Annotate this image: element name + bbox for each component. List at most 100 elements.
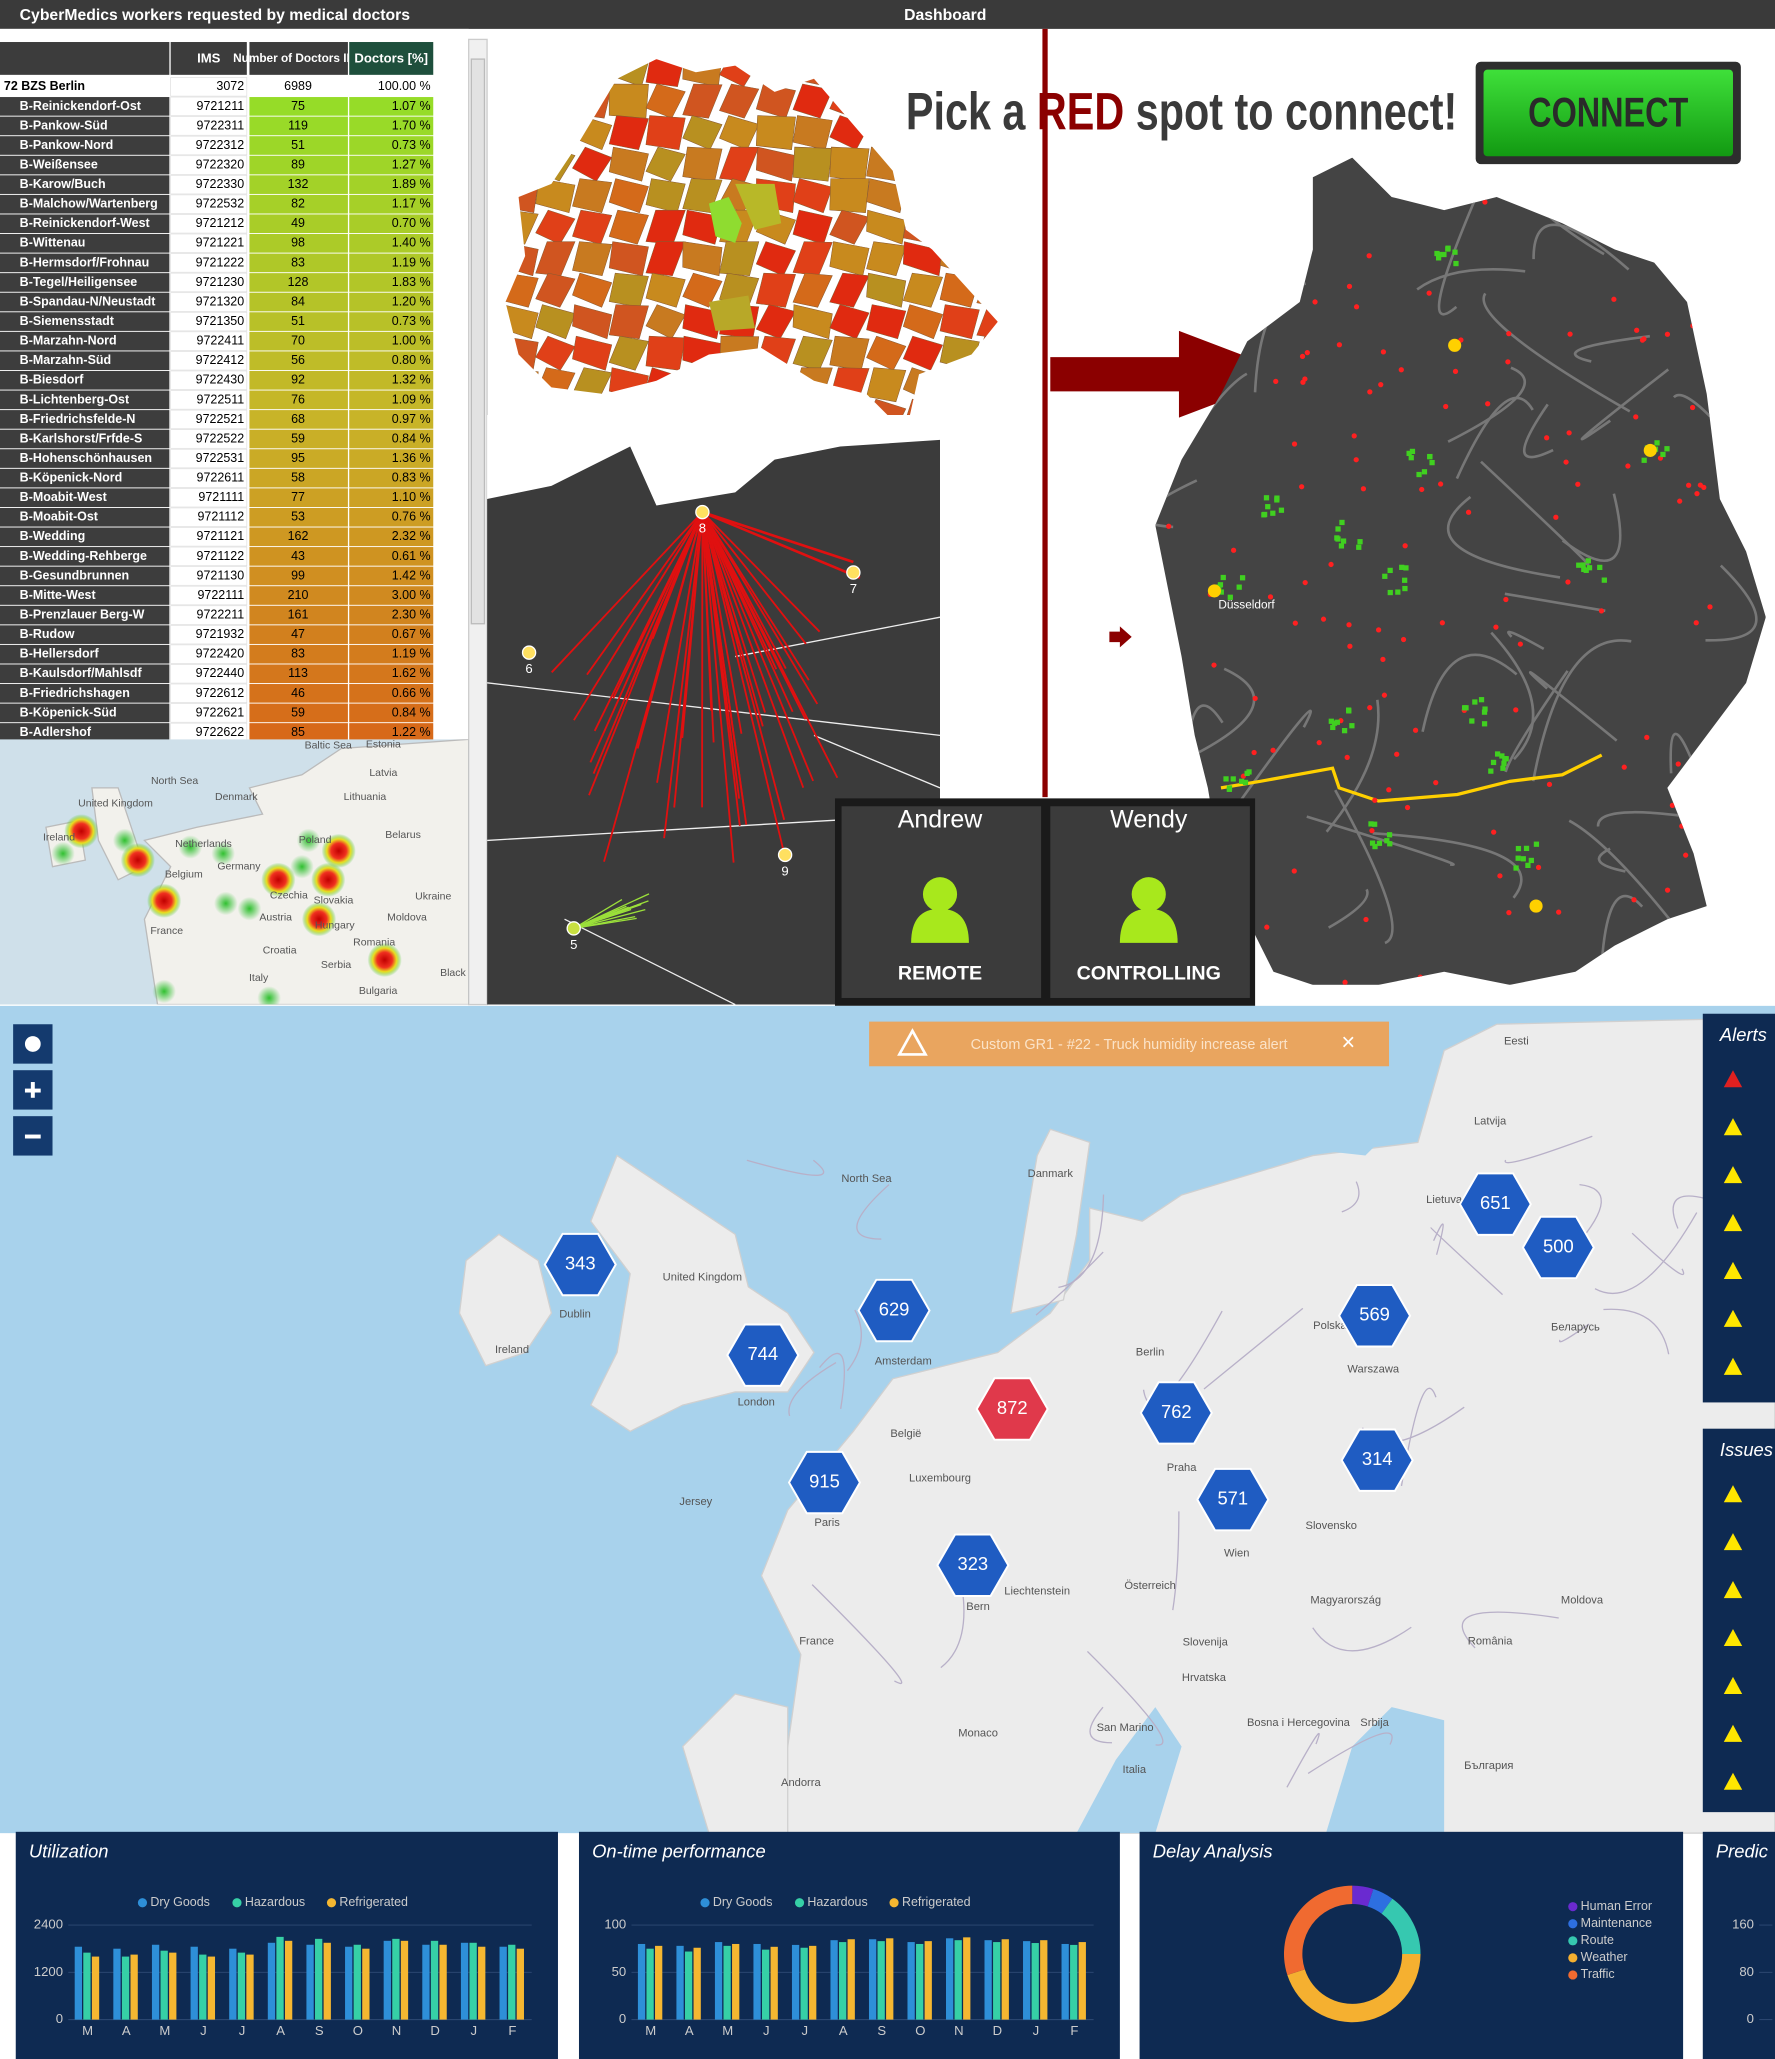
red-spot[interactable] [1693,620,1699,626]
red-spot[interactable] [1575,481,1581,487]
red-spot[interactable] [1631,897,1637,903]
cluster-label[interactable]: 323 [958,1553,989,1574]
red-spot[interactable] [1748,373,1754,379]
red-spot[interactable] [1748,312,1754,318]
red-spot[interactable] [1506,331,1512,337]
cluster-label[interactable]: 569 [1359,1304,1390,1325]
red-spot[interactable] [1320,616,1327,622]
red-spot[interactable] [1229,320,1235,326]
red-spot[interactable] [1566,430,1572,436]
red-spot[interactable] [1386,787,1392,793]
red-spot[interactable] [1697,482,1704,488]
cluster-label[interactable]: 500 [1543,1235,1574,1256]
red-spot[interactable] [1336,342,1343,348]
red-spot[interactable] [1503,596,1509,603]
red-spot[interactable] [1251,749,1257,756]
red-spot[interactable] [1567,331,1573,337]
red-spot[interactable] [1281,215,1287,221]
red-spot[interactable] [1252,695,1258,701]
red-spot[interactable] [1694,490,1700,497]
cluster[interactable] [936,1533,1010,1597]
red-spot[interactable] [1644,734,1650,741]
red-spot[interactable] [1452,368,1459,374]
red-spot[interactable] [1198,418,1204,424]
cluster[interactable] [1521,1215,1595,1280]
red-spot[interactable] [1302,376,1308,382]
red-spot[interactable] [1398,367,1404,373]
red-spot[interactable] [1556,909,1562,915]
red-spot[interactable] [1302,579,1308,586]
red-spot[interactable] [1707,168,1713,174]
red-spot[interactable] [1353,304,1360,310]
red-spot[interactable] [1266,310,1272,316]
red-spot[interactable] [1598,608,1605,614]
cluster[interactable] [1340,1428,1414,1492]
red-spot[interactable] [1756,354,1762,360]
red-spot[interactable] [1465,509,1472,515]
cluster-label[interactable]: 629 [879,1298,910,1319]
red-spot[interactable] [1563,459,1569,465]
cluster[interactable] [1196,1467,1270,1532]
red-spot[interactable] [1299,484,1305,490]
red-spot[interactable] [1380,349,1387,355]
red-spot[interactable] [1223,257,1229,264]
red-spot[interactable] [1291,441,1298,447]
red-spot[interactable] [1211,662,1217,668]
red-spot[interactable] [1679,933,1685,940]
red-spot[interactable] [1426,290,1432,296]
cluster-label[interactable]: 915 [809,1470,840,1491]
red-spot[interactable] [1344,754,1350,760]
red-spot[interactable] [1686,482,1692,488]
red-spot[interactable] [1172,272,1178,279]
red-spot[interactable] [1677,498,1683,504]
red-spot[interactable] [1419,486,1425,493]
red-spot[interactable] [1351,433,1357,439]
red-spot[interactable] [1553,514,1559,520]
cluster-label[interactable]: 571 [1217,1487,1248,1508]
cluster[interactable] [1458,1172,1532,1236]
red-spot[interactable] [1183,287,1189,294]
cluster-label[interactable]: 762 [1161,1401,1192,1422]
red-spot[interactable] [1565,579,1571,585]
red-spot[interactable] [1664,887,1671,893]
red-spot[interactable] [1717,459,1723,465]
red-spot[interactable] [1417,974,1423,980]
red-spot[interactable] [1304,350,1310,356]
red-spot[interactable] [1264,924,1270,930]
red-spot[interactable] [1186,227,1192,234]
red-spot[interactable] [1634,327,1640,333]
red-spot[interactable] [1346,622,1352,628]
red-spot[interactable] [1641,336,1647,342]
red-spot[interactable] [1689,404,1696,411]
red-spot[interactable] [1366,253,1372,259]
red-spot[interactable] [1482,199,1488,205]
red-spot[interactable] [1273,378,1279,385]
red-spot[interactable] [1394,751,1400,757]
connect-label[interactable]: CONNECT [1528,89,1688,136]
red-spot[interactable] [1707,604,1713,610]
red-spot[interactable] [1200,244,1207,250]
red-spot[interactable] [1233,255,1240,261]
cluster-label[interactable]: 872 [997,1397,1028,1418]
red-spot[interactable] [1347,643,1353,649]
cluster[interactable] [787,1450,862,1515]
red-spot[interactable] [1367,705,1373,711]
cluster-label[interactable]: 651 [1480,1192,1511,1213]
red-spot[interactable] [1679,823,1685,829]
red-spot[interactable] [1277,228,1283,234]
red-spot[interactable] [1535,864,1542,870]
red-spot[interactable] [1353,457,1359,463]
red-spot[interactable] [1752,927,1758,933]
cluster[interactable] [726,1323,800,1387]
red-spot[interactable] [1611,296,1617,302]
cluster[interactable] [857,1278,931,1343]
red-spot[interactable] [1517,641,1524,647]
red-spot[interactable] [1230,547,1237,553]
red-spot[interactable] [1270,747,1276,753]
red-spot[interactable] [1291,868,1297,874]
red-spot[interactable] [1380,656,1386,663]
red-spot[interactable] [1404,804,1411,811]
cluster[interactable] [975,1377,1049,1441]
red-spot[interactable] [1360,486,1367,492]
cluster[interactable] [543,1232,617,1297]
